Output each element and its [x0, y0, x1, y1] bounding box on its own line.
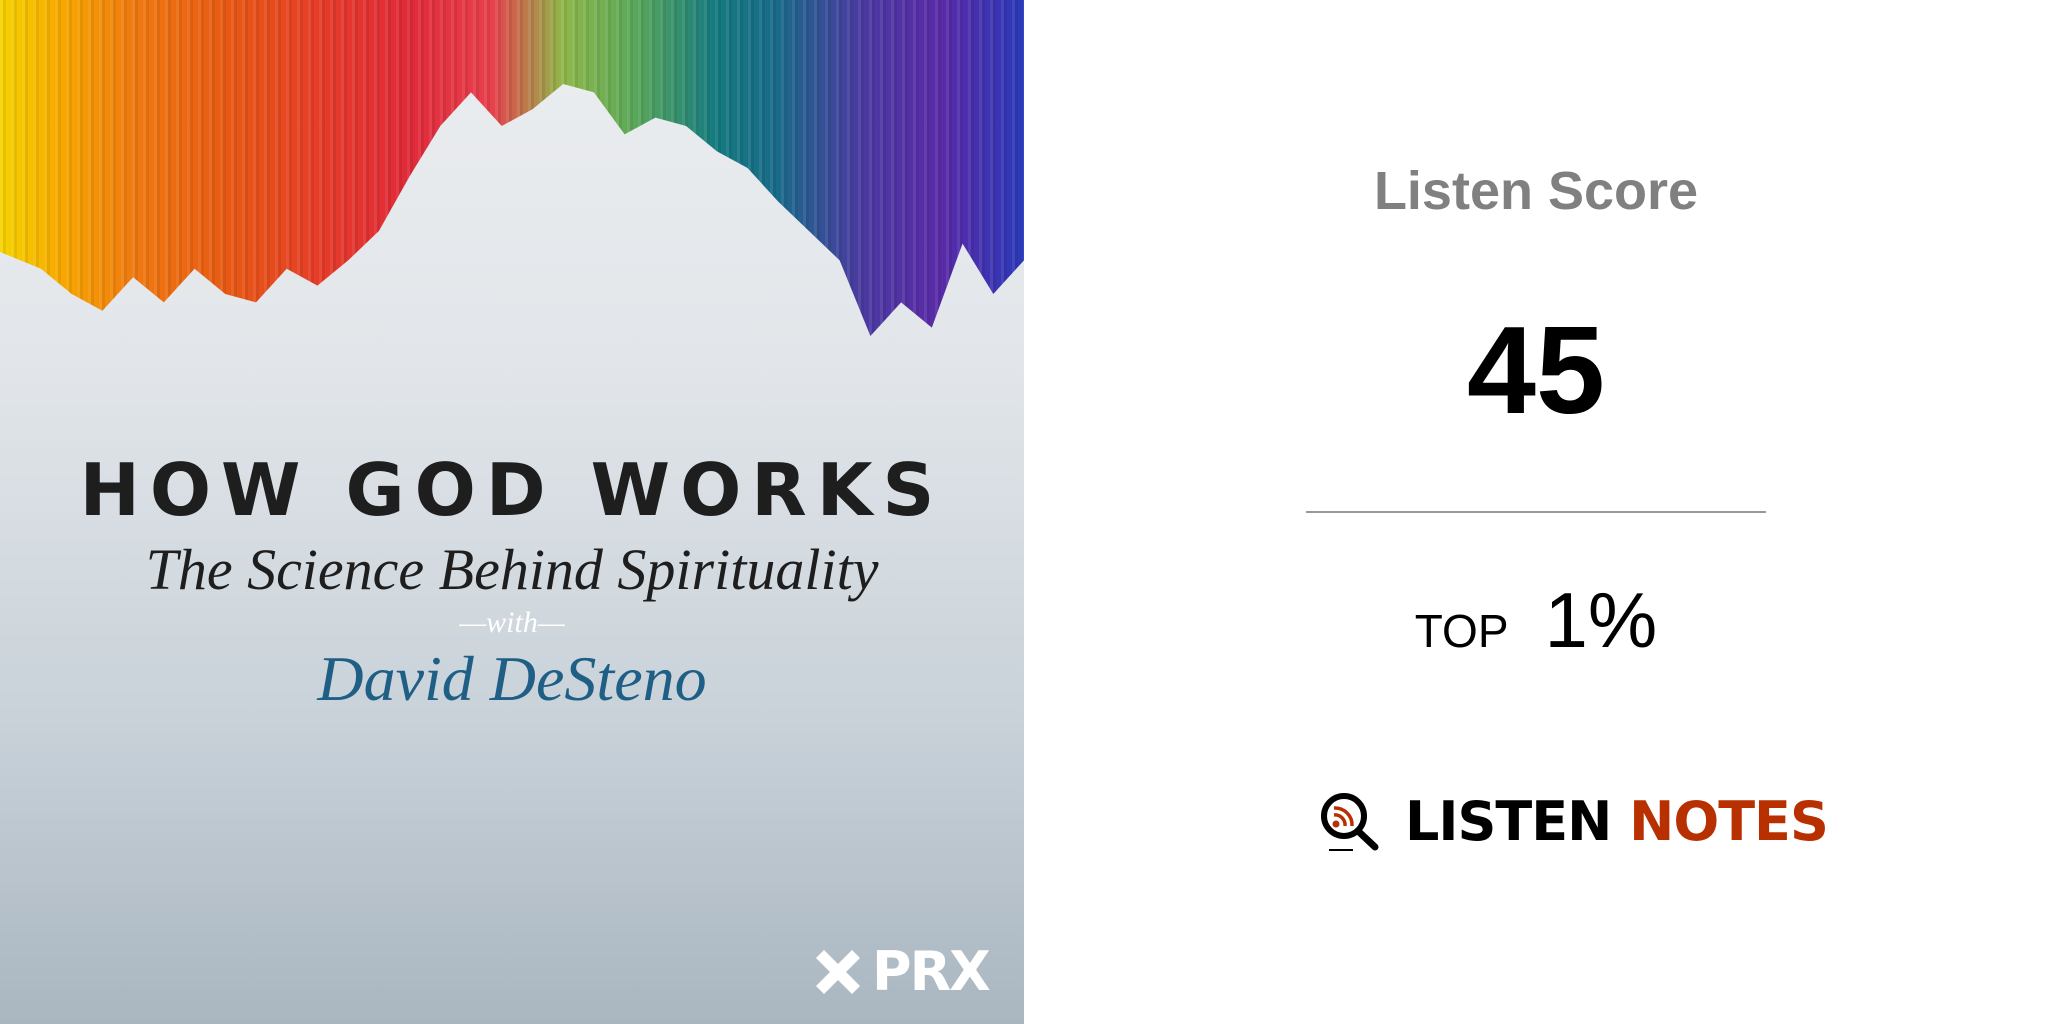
listen-score-value: 45: [1467, 302, 1605, 440]
prx-text: PRX: [872, 940, 991, 1003]
rank-value: 1%: [1544, 576, 1658, 664]
artwork-title: HOW GOD WORKS: [79, 448, 945, 532]
listen-notes-wordmark: LISTEN NOTES: [1405, 790, 1829, 853]
rainbow-paint-strokes: [0, 0, 1024, 336]
artwork-subtitle: The Science Behind Spirituality: [145, 537, 879, 602]
prx-x-icon: [816, 949, 860, 994]
rank: TOP 1%: [1024, 575, 2048, 666]
artwork-host: David DeSteno: [317, 643, 707, 714]
magnifier-rss-icon: [1321, 792, 1379, 851]
artwork-with: —with—: [459, 606, 565, 639]
podcast-artwork: HOW GOD WORKS The Science Behind Spiritu…: [0, 0, 1024, 1024]
divider: [1306, 511, 1766, 513]
listen-score-label: Listen Score: [1373, 161, 1699, 221]
listen-score-panel: Listen Score 45 TOP 1% LISTEN NOTES: [1024, 0, 2048, 1024]
listen-notes-logo: LISTEN NOTES: [1319, 790, 1829, 853]
rank-prefix: TOP: [1414, 605, 1509, 657]
wordmark-listen: LISTEN: [1405, 790, 1612, 853]
prx-logo: PRX: [812, 940, 991, 1003]
wordmark-notes: NOTES: [1629, 790, 1829, 853]
